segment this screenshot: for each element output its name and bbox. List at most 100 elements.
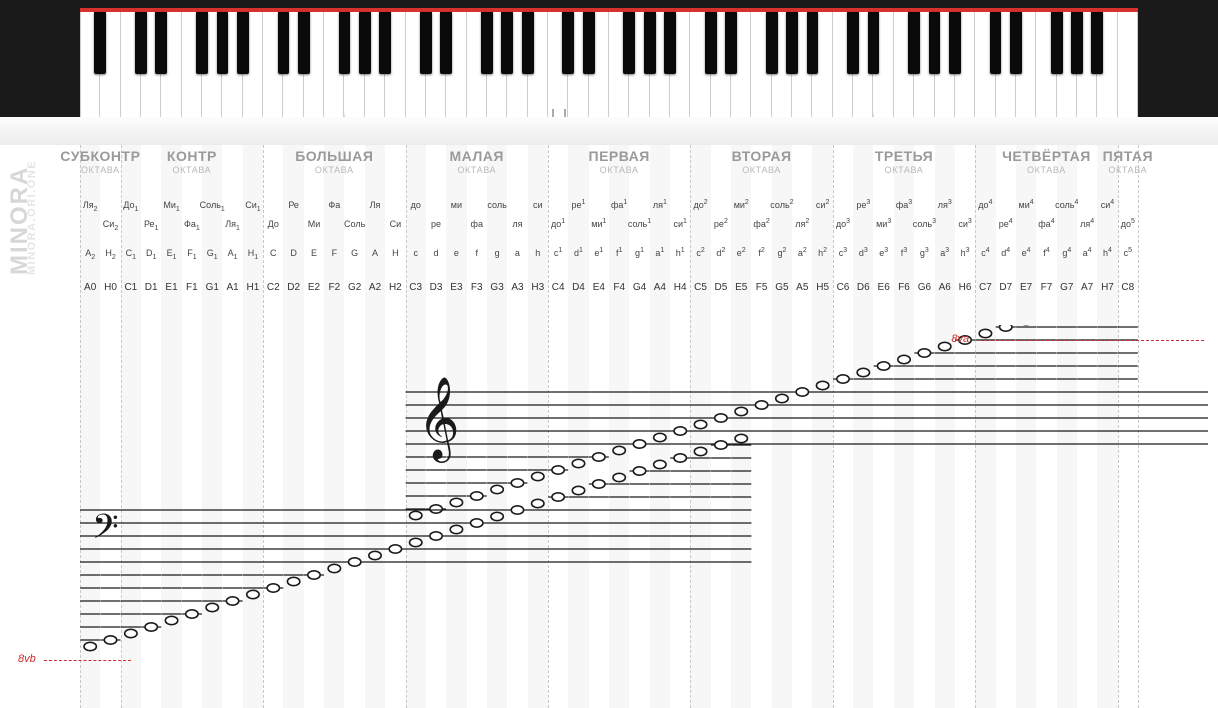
note-head bbox=[410, 511, 422, 519]
black-key bbox=[868, 12, 880, 74]
note-head bbox=[511, 506, 523, 514]
label-scientific: H1 bbox=[247, 282, 260, 293]
black-key bbox=[196, 12, 208, 74]
note-head bbox=[104, 636, 116, 644]
octave-title: ТРЕТЬЯ bbox=[875, 148, 933, 164]
note-head bbox=[735, 407, 747, 415]
note-head bbox=[491, 485, 503, 493]
black-key bbox=[155, 12, 167, 74]
ottava-alta-line bbox=[981, 340, 1204, 341]
note-head bbox=[308, 571, 320, 579]
label-scientific: C1 bbox=[124, 282, 137, 293]
black-key bbox=[278, 12, 290, 74]
octave-title: КОНТР bbox=[167, 148, 217, 164]
label-russian: Ре1 bbox=[144, 219, 159, 229]
label-russian: соль3 bbox=[913, 219, 936, 229]
label-helmholtz: d4 bbox=[1001, 248, 1010, 258]
black-key bbox=[440, 12, 452, 74]
label-scientific: E6 bbox=[878, 282, 890, 293]
black-key bbox=[847, 12, 859, 74]
black-key bbox=[705, 12, 717, 74]
label-russian: ре2 bbox=[714, 219, 728, 229]
black-key bbox=[481, 12, 493, 74]
label-scientific: G2 bbox=[348, 282, 361, 293]
label-russian: до1 bbox=[551, 219, 565, 229]
label-helmholtz: a3 bbox=[940, 248, 949, 258]
label-scientific: A0 bbox=[84, 282, 96, 293]
label-russian: Ре bbox=[288, 200, 299, 210]
label-scientific: C3 bbox=[409, 282, 422, 293]
label-russian: ми3 bbox=[876, 219, 891, 229]
label-helmholtz: f bbox=[475, 248, 478, 258]
ottava-alta-label: 8va bbox=[951, 333, 969, 345]
label-russian: Си2 bbox=[103, 219, 118, 229]
black-key bbox=[1091, 12, 1103, 74]
note-head bbox=[633, 440, 645, 448]
label-scientific: G7 bbox=[1060, 282, 1073, 293]
note-head bbox=[165, 616, 177, 624]
label-russian: ля bbox=[512, 219, 522, 229]
label-russian: ля1 bbox=[653, 200, 667, 210]
label-scientific: D2 bbox=[287, 282, 300, 293]
black-key bbox=[420, 12, 432, 74]
piano-panel bbox=[0, 0, 1218, 135]
label-russian: фа bbox=[471, 219, 483, 229]
label-helmholtz: h bbox=[535, 248, 540, 258]
label-russian: До bbox=[268, 219, 279, 229]
black-key bbox=[217, 12, 229, 74]
note-head bbox=[186, 610, 198, 618]
label-scientific: A5 bbox=[796, 282, 808, 293]
octave-subtitle: ОКТАВА bbox=[742, 165, 781, 175]
label-scientific: D1 bbox=[145, 282, 158, 293]
octave-subtitle: ОКТАВА bbox=[1027, 165, 1066, 175]
label-russian: Ля1 bbox=[225, 219, 240, 229]
label-scientific: E5 bbox=[735, 282, 747, 293]
keyboard bbox=[80, 12, 1138, 117]
label-helmholtz: d3 bbox=[859, 248, 868, 258]
label-helmholtz: A1 bbox=[228, 248, 238, 258]
label-russian: Ля bbox=[370, 200, 381, 210]
label-russian: ми bbox=[451, 200, 462, 210]
staff-area: 𝄞𝄢 bbox=[0, 325, 1218, 705]
label-helmholtz: c bbox=[413, 248, 418, 258]
label-scientific: H7 bbox=[1101, 282, 1114, 293]
label-helmholtz: a4 bbox=[1083, 248, 1092, 258]
octave-subtitle: ОКТАВА bbox=[885, 165, 924, 175]
note-head bbox=[857, 368, 869, 376]
note-head bbox=[939, 342, 951, 350]
black-key bbox=[786, 12, 798, 74]
label-scientific: C8 bbox=[1121, 282, 1134, 293]
label-helmholtz: c5 bbox=[1124, 248, 1132, 258]
label-russian: фа1 bbox=[611, 200, 627, 210]
note-head bbox=[145, 623, 157, 631]
black-key bbox=[766, 12, 778, 74]
label-helmholtz: f1 bbox=[616, 248, 622, 258]
label-scientific: E2 bbox=[308, 282, 320, 293]
label-scientific: A2 bbox=[369, 282, 381, 293]
under-keyboard-gradient bbox=[0, 117, 1218, 145]
label-russian: ля2 bbox=[795, 219, 809, 229]
note-head bbox=[348, 558, 360, 566]
label-russian: до4 bbox=[978, 200, 992, 210]
label-helmholtz: f3 bbox=[901, 248, 907, 258]
note-head bbox=[511, 479, 523, 487]
label-helmholtz: g2 bbox=[777, 248, 786, 258]
note-head bbox=[267, 584, 279, 592]
label-helmholtz: d bbox=[434, 248, 439, 258]
note-head bbox=[593, 453, 605, 461]
note-head bbox=[572, 486, 584, 494]
note-head bbox=[287, 577, 299, 585]
label-helmholtz: C1 bbox=[126, 248, 136, 258]
black-key bbox=[562, 12, 574, 74]
label-helmholtz: H1 bbox=[248, 248, 258, 258]
black-key bbox=[501, 12, 513, 74]
white-key bbox=[1118, 12, 1138, 117]
label-scientific: A1 bbox=[226, 282, 238, 293]
label-helmholtz: g4 bbox=[1062, 248, 1071, 258]
black-key bbox=[522, 12, 534, 74]
label-helmholtz: f2 bbox=[758, 248, 764, 258]
label-helmholtz: h2 bbox=[818, 248, 827, 258]
label-russian: До1 bbox=[123, 200, 138, 210]
octave-title: СУБКОНТР bbox=[60, 148, 140, 164]
note-head bbox=[552, 466, 564, 474]
